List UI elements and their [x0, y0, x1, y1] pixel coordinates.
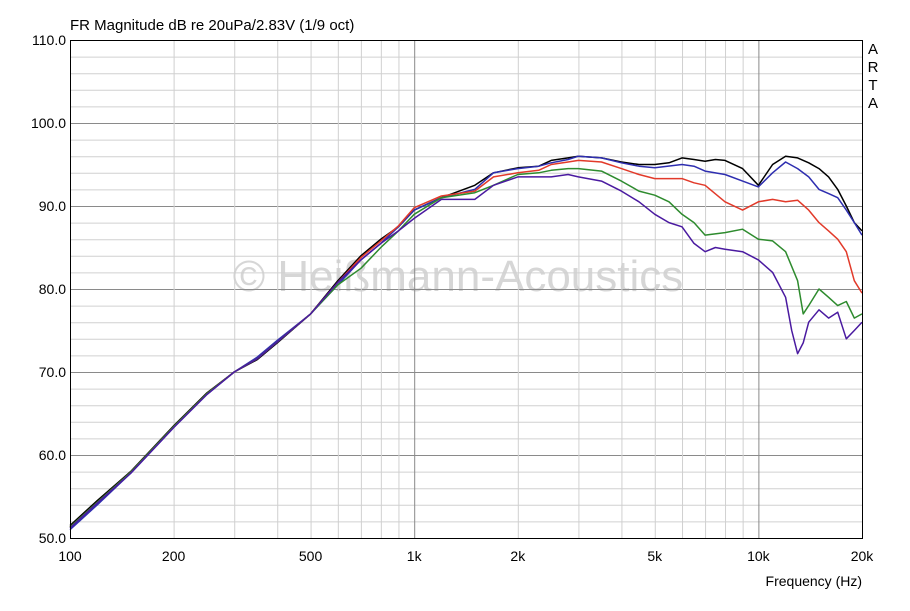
y-tick-label: 90.0 [39, 198, 66, 214]
series-line-5 [69, 173, 863, 529]
x-tick-label: 5k [647, 548, 663, 564]
series-lines [69, 155, 863, 531]
grid [70, 40, 862, 538]
logo-letter: A [868, 41, 878, 58]
plot-frame [70, 40, 863, 539]
x-axis-label: Frequency (Hz) [766, 573, 862, 589]
x-axis-ticks: 100 200 500 1k 2k 5k 10k 20k [58, 548, 874, 564]
x-tick-label: 20k [851, 548, 875, 564]
watermark: © Heißmann-Acoustics [233, 252, 684, 301]
y-tick-label: 80.0 [39, 281, 66, 297]
y-tick-label: 100.0 [31, 115, 66, 131]
y-tick-label: 50.0 [39, 530, 66, 546]
x-tick-label: 1k [407, 548, 423, 564]
logo-letter: R [868, 59, 879, 76]
x-tick-label: 200 [162, 548, 186, 564]
logo-letter: T [868, 77, 877, 94]
series-line-2 [69, 155, 863, 531]
y-axis-ticks: 50.0 60.0 70.0 80.0 90.0 100.0 110.0 [31, 32, 66, 546]
logo-letter: A [868, 95, 878, 112]
y-tick-label: 70.0 [39, 364, 66, 380]
x-tick-label: 100 [58, 548, 82, 564]
y-tick-label: 110.0 [32, 32, 66, 48]
chart-title: FR Magnitude dB re 20uPa/2.83V (1/9 oct) [70, 17, 354, 34]
y-tick-label: 60.0 [39, 447, 66, 463]
x-tick-label: 10k [747, 548, 771, 564]
x-tick-label: 2k [510, 548, 526, 564]
x-tick-label: 500 [299, 548, 323, 564]
